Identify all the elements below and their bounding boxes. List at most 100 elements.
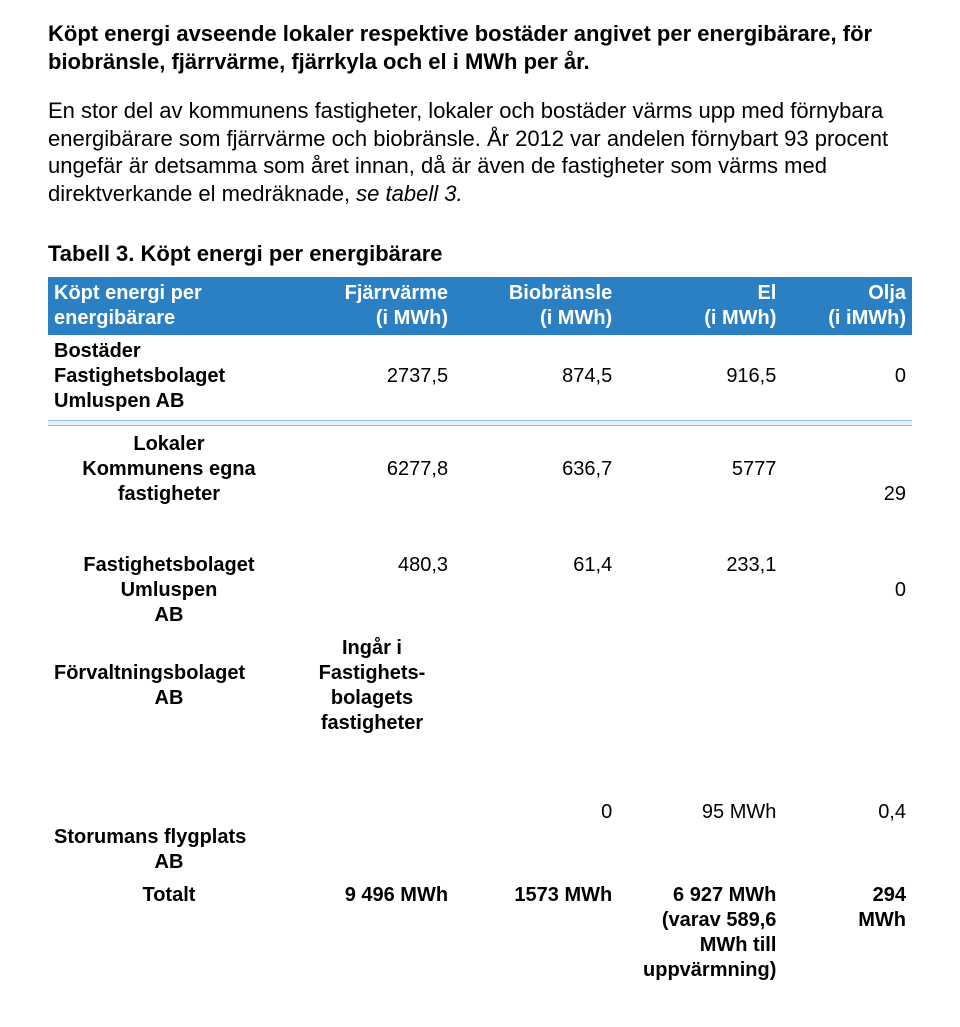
col-header-olja: Olja (i iMWh) (782, 277, 912, 335)
col-header-line: Olja (868, 282, 906, 304)
col-header-line: (i MWh) (704, 307, 776, 329)
cell-value: 636,7 (454, 428, 618, 511)
document-page: Köpt energi avseende lokaler respektive … (0, 0, 960, 1027)
col-header-line: Köpt energi per (54, 282, 202, 304)
energy-table: Köpt energi per energibärare Fjärrvärme … (48, 277, 912, 987)
cell-value: 874,5 (454, 335, 618, 418)
row-label-total: Totalt (48, 879, 290, 987)
cell-empty (782, 632, 912, 740)
label-line: Totalt (142, 884, 195, 906)
row-gap (48, 511, 912, 549)
label-line: Förvaltningsbolaget (54, 662, 245, 684)
value: 916,5 (726, 365, 776, 387)
cell-value: 2737,5 (290, 335, 454, 418)
label-line: Umluspen AB (54, 390, 184, 412)
label-line: fastigheter (118, 483, 220, 505)
cell-value: 95 MWh (618, 796, 782, 879)
label-line: Fastighetsbolaget (54, 365, 225, 387)
value: 636,7 (562, 458, 612, 480)
text-line: bolagets (331, 687, 413, 709)
table-row: Storumans flygplats AB 0 95 MWh 0,4 (48, 796, 912, 879)
value-line: (varav 589,6 (662, 909, 777, 931)
intro-paragraph: En stor del av kommunens fastigheter, lo… (48, 97, 912, 207)
value: 233,1 (726, 554, 776, 576)
text-line: fastigheter (321, 712, 423, 734)
cell-value: 0 (454, 796, 618, 879)
value: 29 (884, 483, 906, 505)
value-line: 6 927 MWh (673, 884, 776, 906)
col-header-line: (i iMWh) (828, 307, 906, 329)
col-header-biobransle: Biobränsle (i MWh) (454, 277, 618, 335)
col-header-line: energibärare (54, 307, 175, 329)
col-header-fjarrvarme: Fjärrvärme (i MWh) (290, 277, 454, 335)
col-header-line: (i MWh) (376, 307, 448, 329)
table-row: Förvaltningsbolaget AB Ingår i Fastighet… (48, 632, 912, 740)
text-line: Ingår i (342, 637, 402, 659)
value: 6277,8 (387, 458, 448, 480)
table-row: Totalt 9 496 MWh 1573 MWh 6 927 MWh (var… (48, 879, 912, 987)
label-line: AB (54, 686, 284, 711)
cell-value: 480,3 (290, 549, 454, 632)
value: 0 (895, 365, 906, 387)
value: 9 496 MWh (345, 884, 448, 906)
cell-text: Ingår i Fastighets- bolagets fastigheter (290, 632, 454, 740)
cell-value: 6277,8 (290, 428, 454, 511)
cell-value: 1573 MWh (454, 879, 618, 987)
cell-value: 61,4 (454, 549, 618, 632)
cell-value: 916,5 (618, 335, 782, 418)
col-header-el: El (i MWh) (618, 277, 782, 335)
cell-value: 29 (782, 428, 912, 511)
col-header-line: Fjärrvärme (345, 282, 448, 304)
cell-value: 0 (782, 335, 912, 418)
row-label: Storumans flygplats AB (48, 796, 290, 879)
value: 0,4 (878, 801, 906, 823)
cell-value: 0,4 (782, 796, 912, 879)
col-header-line: (i MWh) (540, 307, 612, 329)
table-row: Bostäder Fastighetsbolaget Umluspen AB 2… (48, 335, 912, 418)
label-line: AB (155, 604, 184, 626)
label-line: AB (54, 850, 284, 875)
label-line: Lokaler (133, 433, 204, 455)
value: 480,3 (398, 554, 448, 576)
text-line: Fastighets- (319, 662, 426, 684)
label-line: Bostäder (54, 340, 141, 362)
label-line: Storumans flygplats (54, 826, 246, 848)
intro-emphasis: se tabell 3. (356, 181, 462, 206)
value: 874,5 (562, 365, 612, 387)
cell-empty (618, 632, 782, 740)
value: 95 MWh (702, 801, 776, 823)
section-heading: Köpt energi avseende lokaler respektive … (48, 20, 912, 75)
cell-value: 9 496 MWh (290, 879, 454, 987)
intro-text: En stor del av kommunens fastigheter, lo… (48, 98, 888, 206)
value: 61,4 (573, 554, 612, 576)
cell-value: 233,1 (618, 549, 782, 632)
value-line: 294 (873, 884, 906, 906)
value-line: MWh till (700, 934, 777, 956)
label-line: Fastighetsbolaget (83, 554, 254, 576)
row-label: Fastighetsbolaget Umluspen AB (48, 549, 290, 632)
value-line: MWh (858, 909, 906, 931)
table-header: Köpt energi per energibärare Fjärrvärme … (48, 277, 912, 335)
value: 1573 MWh (514, 884, 612, 906)
label-line: Umluspen (121, 579, 218, 601)
cell-value: 0 (782, 549, 912, 632)
table-caption: Tabell 3. Köpt energi per energibärare (48, 241, 912, 267)
row-label: Bostäder Fastighetsbolaget Umluspen AB (48, 335, 290, 418)
table-row: Lokaler Kommunens egna fastigheter 6277,… (48, 428, 912, 511)
value: 2737,5 (387, 365, 448, 387)
value: 5777 (732, 458, 777, 480)
row-label: Lokaler Kommunens egna fastigheter (48, 428, 290, 511)
col-header-entity: Köpt energi per energibärare (48, 277, 290, 335)
col-header-line: El (757, 282, 776, 304)
cell-value: 294 MWh (782, 879, 912, 987)
value: 0 (601, 801, 612, 823)
value: 0 (895, 579, 906, 601)
cell-value: 6 927 MWh (varav 589,6 MWh till uppvärmn… (618, 879, 782, 987)
row-gap (48, 740, 912, 796)
table-row: Fastighetsbolaget Umluspen AB 480,3 61,4… (48, 549, 912, 632)
table-separator (48, 418, 912, 428)
col-header-line: Biobränsle (509, 282, 612, 304)
cell-empty (290, 796, 454, 879)
cell-value: 5777 (618, 428, 782, 511)
cell-empty (454, 632, 618, 740)
